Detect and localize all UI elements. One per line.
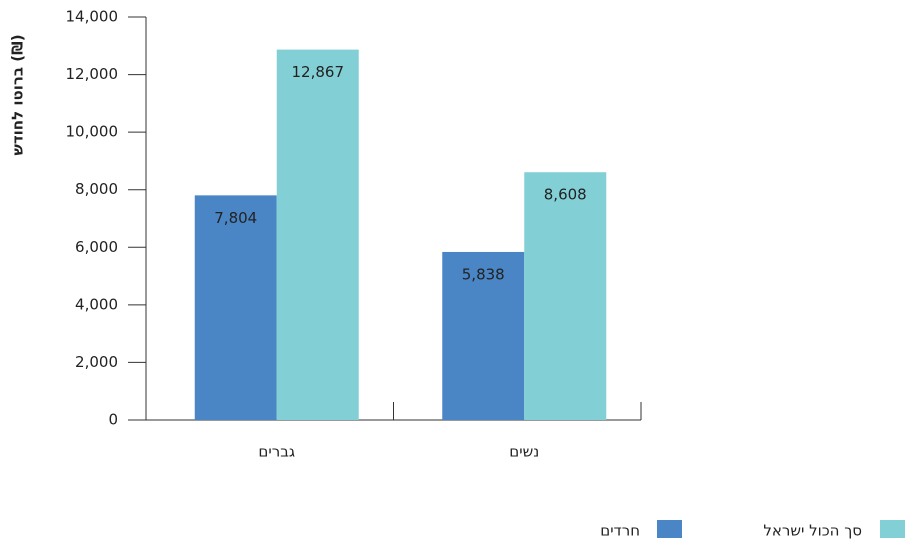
y-tick-label: 2,000 [75, 353, 118, 371]
legend-swatch [880, 520, 905, 538]
legend-label: סך הכול ישראל [763, 522, 862, 540]
value-label: 7,804 [214, 209, 257, 227]
value-label: 8,608 [544, 186, 587, 204]
x-tick-label: נשים [509, 443, 539, 461]
legend-label: חרדים [600, 522, 640, 540]
bar [194, 195, 277, 420]
y-tick-label: 14,000 [66, 8, 119, 26]
y-tick-label: 8,000 [75, 180, 118, 198]
bar [524, 172, 607, 420]
y-tick-label: 6,000 [75, 238, 118, 256]
value-label: 5,838 [462, 265, 505, 283]
bar [276, 49, 359, 420]
y-tick-label: 12,000 [66, 65, 119, 83]
legend-swatch [657, 520, 682, 538]
y-tick-label: 0 [108, 411, 118, 429]
value-label: 12,867 [292, 63, 345, 81]
y-axis-label: ברוטו לחודש (₪) [9, 34, 27, 155]
x-tick-label: גברים [258, 443, 295, 461]
y-tick-label: 10,000 [66, 123, 119, 141]
y-tick-label: 4,000 [75, 295, 118, 313]
bar [442, 251, 525, 420]
